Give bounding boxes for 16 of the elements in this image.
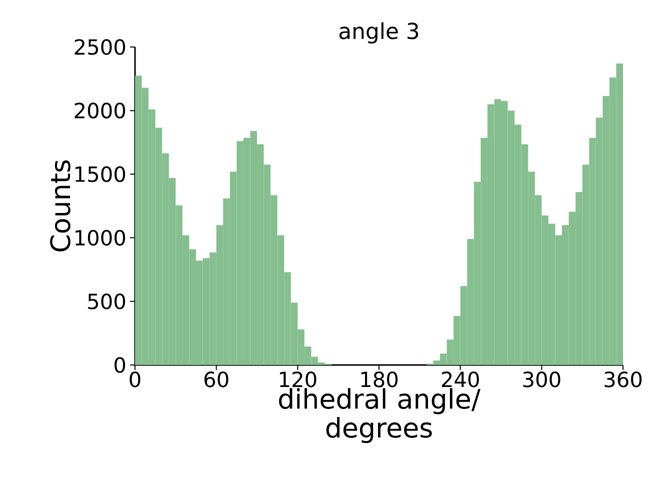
y-tick-label: 500 [88,293,126,310]
y-tick-label: 0 [114,357,126,373]
y-tick-label: 1500 [76,166,126,182]
chart-title: angle 3 [339,22,418,44]
y-tick-label: 1000 [76,230,126,246]
x-tick-label: 0 [130,372,140,388]
y-tick-label: 2500 [74,39,126,55]
y-axis-title: Counts [50,160,70,252]
x-tick-label: 300 [523,372,560,388]
x-axis-title: dihedral angle/ degrees [279,388,480,444]
x-tick-label: 240 [442,372,479,388]
x-tick-label: 360 [604,372,642,388]
x-tick-label: 180 [361,372,398,388]
x-tick-label: 120 [280,372,316,388]
y-tick-label: 2000 [74,102,126,118]
x-tick-label: 60 [204,372,228,388]
